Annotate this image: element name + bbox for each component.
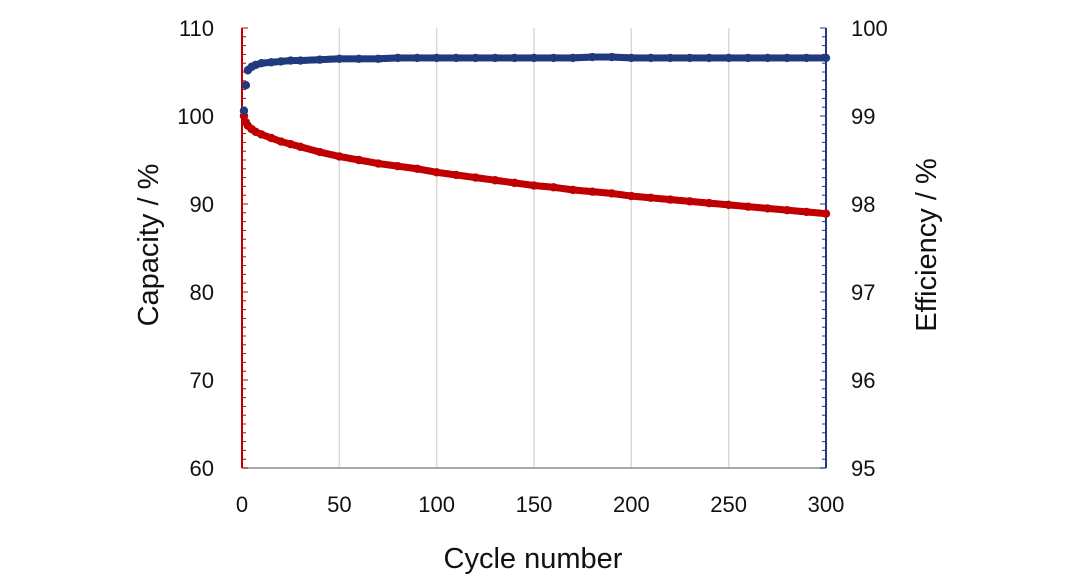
- axes: [241, 27, 827, 469]
- capacity-data-point: [821, 209, 831, 218]
- right-y-tick-label-97: 97: [851, 280, 875, 305]
- x-tick-label-0: 0: [236, 492, 248, 517]
- efficiency-data-point: [724, 53, 733, 63]
- efficiency-data-point: [257, 59, 266, 68]
- efficiency-data-point: [451, 53, 461, 63]
- efficiency-data-point: [821, 53, 831, 63]
- capacity-data-point: [413, 164, 422, 173]
- left-y-axis-title: Capacity / %: [133, 164, 165, 327]
- capacity-data-point: [549, 183, 558, 192]
- efficiency-data-point: [335, 54, 344, 63]
- capacity-data-point: [432, 168, 441, 177]
- x-tick-label-300: 300: [808, 492, 845, 517]
- capacity-data-point: [451, 170, 461, 180]
- efficiency-data-point: [374, 54, 383, 63]
- right-y-tick-label-99: 99: [851, 104, 875, 129]
- tick-labels: 0 50 100 150 200 250 300 60 70 80 90 100 110 95 96 97 98…: [177, 16, 887, 517]
- capacity-data-point: [646, 193, 655, 203]
- capacity-data-point: [607, 189, 617, 198]
- efficiency-data-point: [607, 52, 617, 62]
- efficiency-data-point: [627, 53, 636, 63]
- capacity-data-point: [315, 147, 325, 157]
- efficiency-data-point: [685, 53, 694, 63]
- capacity-data-point: [267, 133, 276, 143]
- efficiency-data-point: [286, 56, 295, 65]
- efficiency-data-point: [802, 53, 811, 63]
- efficiency-data-point: [782, 53, 792, 63]
- left-y-tick-label-90: 90: [190, 192, 214, 217]
- efficiency-data-point: [471, 53, 480, 63]
- efficiency-data-point: [315, 55, 325, 64]
- x-axis-title: Cycle number: [444, 543, 623, 575]
- capacity-data-point: [374, 159, 383, 168]
- capacity-data-point: [627, 191, 636, 201]
- x-tick-label-250: 250: [710, 492, 747, 517]
- efficiency-data-point: [743, 53, 753, 63]
- capacity-data-point: [286, 139, 295, 149]
- efficiency-data-point: [588, 52, 597, 62]
- capacity-data-point: [490, 176, 500, 185]
- efficiency-data-point: [267, 58, 276, 67]
- capacity-data-point: [393, 161, 402, 171]
- capacity-data-point: [510, 178, 519, 188]
- x-tick-label-100: 100: [418, 492, 455, 517]
- capacity-data-point: [724, 200, 733, 210]
- series-efficiency: [239, 52, 831, 115]
- efficiency-data-point: [510, 53, 519, 63]
- efficiency-data-point: [666, 53, 675, 63]
- capacity-data-point: [529, 181, 539, 190]
- capacity-data-point: [471, 173, 480, 182]
- right-y-tick-label-96: 96: [851, 368, 875, 393]
- right-y-axis-title: Efficiency / %: [911, 158, 943, 332]
- x-tick-label-150: 150: [516, 492, 553, 517]
- right-y-tick-label-100: 100: [851, 16, 888, 41]
- capacity-data-point: [705, 198, 714, 208]
- efficiency-data-point: [646, 53, 655, 63]
- efficiency-data-point: [393, 53, 402, 63]
- capacity-data-point: [296, 142, 305, 151]
- capacity-data-point: [354, 155, 363, 165]
- left-y-tick-label-70: 70: [190, 368, 214, 393]
- capacity-data-point: [666, 195, 675, 204]
- efficiency-data-point: [413, 53, 422, 63]
- capacity-data-point: [335, 152, 344, 161]
- capacity-data-point: [685, 197, 694, 206]
- left-y-tick-label-60: 60: [190, 456, 214, 481]
- efficiency-data-point: [241, 81, 251, 90]
- capacity-data-point: [276, 137, 286, 146]
- capacity-data-point: [743, 202, 753, 211]
- capacity-data-point: [588, 187, 597, 196]
- efficiency-data-point: [239, 106, 249, 115]
- right-y-tick-label-98: 98: [851, 192, 875, 217]
- efficiency-data-point: [549, 53, 558, 63]
- data-series: [239, 52, 831, 218]
- capacity-data-point: [802, 207, 811, 217]
- left-y-tick-label-80: 80: [190, 280, 214, 305]
- efficiency-data-point: [490, 53, 500, 63]
- efficiency-data-point: [568, 53, 578, 63]
- left-y-tick-label-100: 100: [177, 104, 214, 129]
- capacity-data-point: [782, 205, 792, 215]
- capacity-data-point: [763, 204, 772, 213]
- capacity-data-point: [257, 130, 266, 139]
- right-y-tick-label-95: 95: [851, 456, 875, 481]
- efficiency-data-point: [354, 54, 363, 63]
- x-tick-label-50: 50: [327, 492, 351, 517]
- capacity-data-point: [568, 185, 578, 195]
- x-tick-label-200: 200: [613, 492, 650, 517]
- efficiency-data-point: [432, 53, 441, 63]
- efficiency-data-point: [276, 57, 286, 66]
- efficiency-data-point: [705, 53, 714, 63]
- efficiency-data-point: [296, 56, 305, 65]
- efficiency-data-point: [529, 53, 539, 63]
- vertical-gridlines: [338, 28, 730, 468]
- series-capacity: [239, 111, 831, 218]
- efficiency-data-point: [763, 53, 772, 63]
- left-y-tick-label-110: 110: [179, 16, 214, 41]
